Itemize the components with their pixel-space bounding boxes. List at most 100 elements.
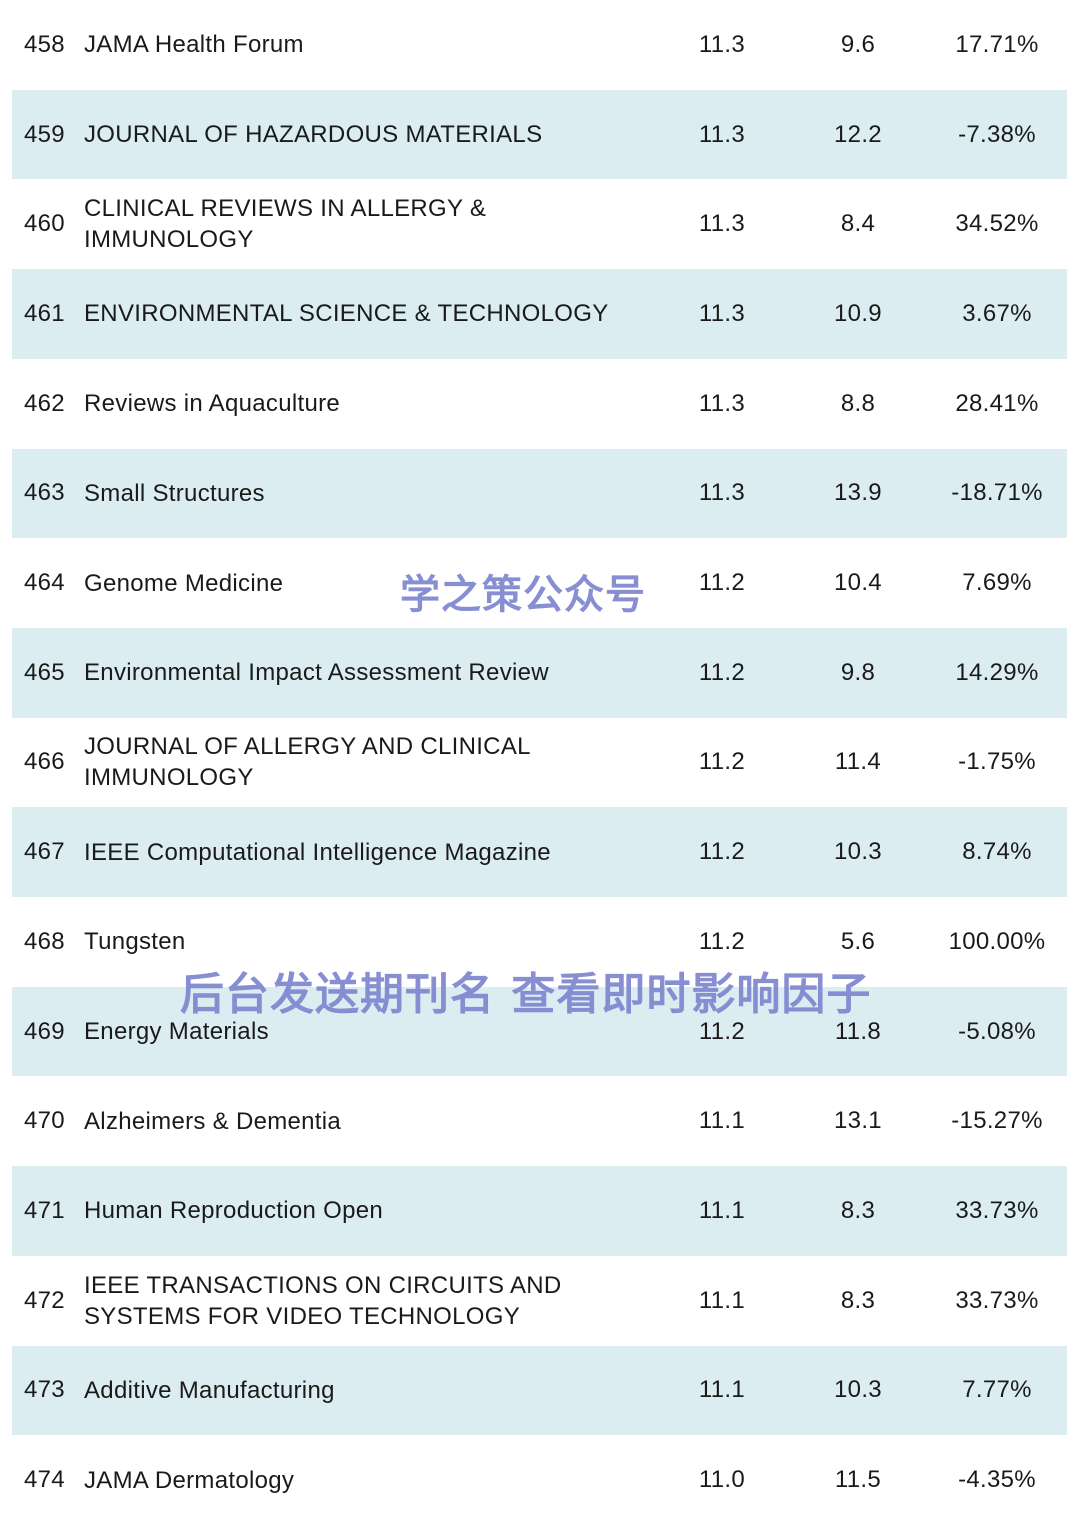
- table-row: 465 Environmental Impact Assessment Revi…: [12, 627, 1067, 718]
- change-percent-cell: -1.75%: [958, 748, 1036, 776]
- change-percent-cell: -15.27%: [951, 1107, 1043, 1135]
- change-percent-cell: 17.71%: [955, 30, 1039, 58]
- impact-factor-current-cell: 11.0: [698, 1466, 746, 1494]
- impact-factor-current-cell: 11.2: [698, 838, 746, 866]
- table-row: 464 Genome Medicine 11.2 10.4 7.69%: [12, 538, 1067, 628]
- hint-watermark: 后台发送期刊名 查看即时影响因子: [180, 969, 872, 1020]
- change-percent-cell: 28.41%: [955, 389, 1039, 417]
- table-row: 459 JOURNAL OF HAZARDOUS MATERIALS 11.3 …: [12, 89, 1067, 180]
- impact-factor-previous-cell: 8.3: [840, 1196, 876, 1224]
- rank-cell: 465: [24, 658, 65, 686]
- table-row: 471 Human Reproduction Open 11.1 8.3 33.…: [12, 1166, 1067, 1256]
- impact-factor-previous-cell: 10.3: [834, 838, 882, 866]
- rank-cell: 470: [24, 1107, 65, 1135]
- impact-factor-current-cell: 11.1: [698, 1376, 746, 1404]
- change-percent-cell: 34.52%: [955, 210, 1039, 238]
- impact-factor-current-cell: 11.3: [698, 120, 746, 148]
- impact-factor-previous-cell: 10.4: [834, 569, 882, 597]
- impact-factor-previous-cell: 11.4: [834, 748, 882, 776]
- change-percent-cell: 33.73%: [955, 1196, 1039, 1224]
- journal-name-cell: Reviews in Aquaculture: [84, 390, 341, 418]
- impact-factor-previous-cell: 8.8: [840, 389, 876, 417]
- impact-factor-previous-cell: 10.3: [834, 1376, 882, 1404]
- impact-factor-current-cell: 11.1: [698, 1286, 746, 1314]
- journal-name-cell: CLINICAL REVIEWS IN ALLERGY & IMMUNOLOGY: [84, 195, 487, 254]
- impact-factor-previous-cell: 13.9: [834, 479, 882, 507]
- journal-name-cell: Environmental Impact Assessment Review: [84, 659, 549, 687]
- change-percent-cell: 3.67%: [962, 299, 1032, 327]
- table-row: 468 Tungsten 11.2 5.6 100.00%: [12, 897, 1067, 987]
- impact-factor-previous-cell: 13.1: [834, 1107, 882, 1135]
- impact-factor-current-cell: 11.1: [698, 1196, 746, 1224]
- table-row: 470 Alzheimers & Dementia 11.1 13.1 -15.…: [12, 1076, 1067, 1166]
- change-percent-cell: 14.29%: [955, 658, 1039, 686]
- impact-factor-previous-cell: 9.8: [840, 658, 876, 686]
- journal-name-cell: JOURNAL OF HAZARDOUS MATERIALS: [84, 121, 543, 149]
- journal-name-cell: Additive Manufacturing: [84, 1376, 335, 1404]
- table-row: 463 Small Structures 11.3 13.9 -18.71%: [12, 448, 1067, 539]
- rank-cell: 466: [24, 748, 65, 776]
- table-row: 473 Additive Manufacturing 11.1 10.3 7.7…: [12, 1345, 1067, 1436]
- rank-cell: 461: [24, 299, 65, 327]
- journal-name-cell: Tungsten: [84, 928, 186, 956]
- rank-cell: 467: [24, 838, 65, 866]
- table-row: 474 JAMA Dermatology 11.0 11.5 -4.35%: [12, 1435, 1067, 1525]
- journal-name-cell: JOURNAL OF ALLERGY AND CLINICAL IMMUNOLO…: [84, 733, 530, 792]
- table-row: 462 Reviews in Aquaculture 11.3 8.8 28.4…: [12, 359, 1067, 449]
- table-row: 469 Energy Materials 11.2 11.8 -5.08%: [12, 986, 1067, 1077]
- impact-factor-current-cell: 11.2: [698, 658, 746, 686]
- table-row: 466 JOURNAL OF ALLERGY AND CLINICAL IMMU…: [12, 718, 1067, 808]
- table-row: 458 JAMA Health Forum 11.3 9.6 17.71%: [12, 0, 1067, 90]
- impact-factor-current-cell: 11.3: [698, 299, 746, 327]
- impact-factor-current-cell: 11.2: [698, 927, 746, 955]
- impact-factor-previous-cell: 12.2: [834, 120, 882, 148]
- rank-cell: 458: [24, 30, 65, 58]
- change-percent-cell: -7.38%: [958, 120, 1036, 148]
- journal-name-cell: IEEE TRANSACTIONS ON CIRCUITS AND SYSTEM…: [84, 1271, 562, 1330]
- journal-name-cell: Energy Materials: [84, 1018, 269, 1046]
- journal-name-cell: ENVIRONMENTAL SCIENCE & TECHNOLOGY: [84, 300, 609, 328]
- change-percent-cell: 8.74%: [962, 838, 1032, 866]
- table-row: 460 CLINICAL REVIEWS IN ALLERGY & IMMUNO…: [12, 179, 1067, 269]
- rank-cell: 474: [24, 1466, 65, 1494]
- change-percent-cell: 7.69%: [962, 569, 1032, 597]
- change-percent-cell: -4.35%: [958, 1466, 1036, 1494]
- rank-cell: 459: [24, 120, 65, 148]
- impact-factor-current-cell: 11.3: [698, 210, 746, 238]
- impact-factor-previous-cell: 10.9: [834, 299, 882, 327]
- change-percent-cell: 7.77%: [962, 1376, 1032, 1404]
- journal-name-cell: Alzheimers & Dementia: [84, 1107, 342, 1135]
- impact-factor-current-cell: 11.1: [698, 1107, 746, 1135]
- journal-name-cell: JAMA Health Forum: [84, 31, 304, 59]
- rank-cell: 473: [24, 1376, 65, 1404]
- impact-factor-previous-cell: 11.5: [834, 1466, 882, 1494]
- rank-cell: 460: [24, 210, 65, 238]
- rank-cell: 463: [24, 479, 65, 507]
- table-row: 472 IEEE TRANSACTIONS ON CIRCUITS AND SY…: [12, 1256, 1067, 1346]
- impact-factor-previous-cell: 11.8: [834, 1017, 882, 1045]
- impact-factor-current-cell: 11.2: [698, 1017, 746, 1045]
- rank-cell: 471: [24, 1196, 65, 1224]
- impact-factor-previous-cell: 5.6: [840, 927, 876, 955]
- impact-factor-current-cell: 11.3: [698, 389, 746, 417]
- journal-name-cell: IEEE Computational Intelligence Magazine: [84, 838, 551, 866]
- rank-cell: 464: [24, 569, 65, 597]
- rank-cell: 462: [24, 389, 65, 417]
- impact-factor-current-cell: 11.2: [698, 748, 746, 776]
- rank-cell: 468: [24, 927, 65, 955]
- change-percent-cell: -5.08%: [958, 1017, 1036, 1045]
- impact-factor-current-cell: 11.3: [698, 30, 746, 58]
- journal-name-cell: Genome Medicine: [84, 569, 284, 597]
- impact-factor-current-cell: 11.3: [698, 479, 746, 507]
- journal-name-cell: JAMA Dermatology: [84, 1466, 295, 1494]
- table-row: 467 IEEE Computational Intelligence Maga…: [12, 807, 1067, 897]
- table-row: 461 ENVIRONMENTAL SCIENCE & TECHNOLOGY 1…: [12, 269, 1067, 359]
- impact-factor-current-cell: 11.2: [698, 569, 746, 597]
- impact-factor-previous-cell: 9.6: [840, 30, 876, 58]
- rank-cell: 469: [24, 1017, 65, 1045]
- change-percent-cell: -18.71%: [951, 479, 1043, 507]
- change-percent-cell: 100.00%: [948, 927, 1046, 955]
- journal-name-cell: Human Reproduction Open: [84, 1197, 384, 1225]
- impact-factor-previous-cell: 8.3: [840, 1286, 876, 1314]
- rank-cell: 472: [24, 1286, 65, 1314]
